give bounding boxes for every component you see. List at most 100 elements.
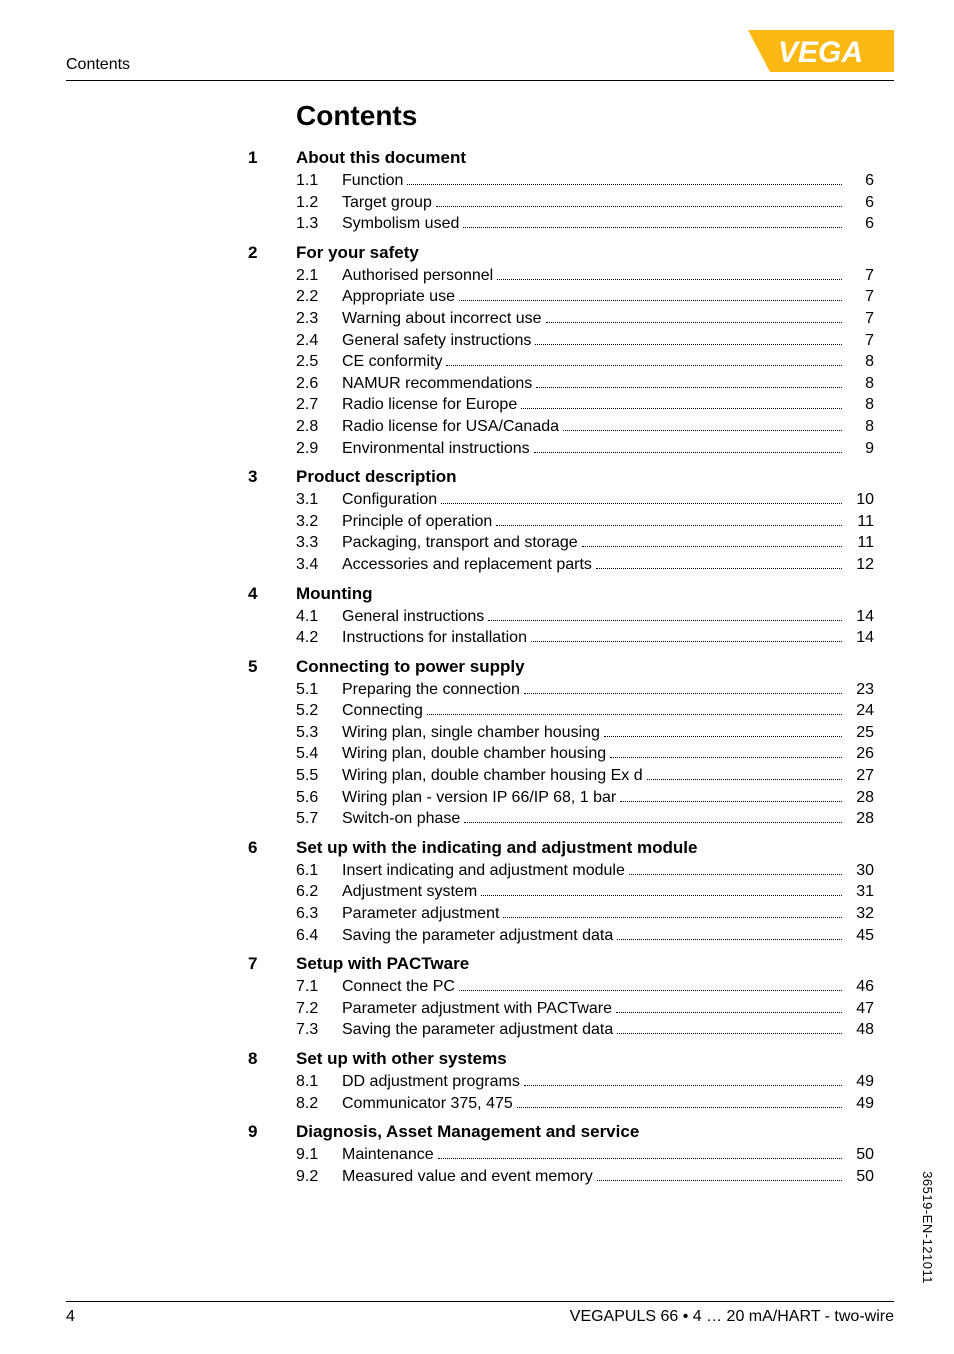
toc-entry-title: Principle of operation xyxy=(342,511,492,533)
toc-leader xyxy=(597,1168,842,1181)
toc-entry: 2.5CE conformity 8 xyxy=(296,351,874,373)
toc-entry-title: Adjustment system xyxy=(342,881,477,903)
toc-entry-page: 7 xyxy=(846,330,874,352)
toc-entry-page: 49 xyxy=(846,1071,874,1093)
toc-entry: 4.2Instructions for installation14 xyxy=(296,627,874,649)
toc-leader xyxy=(427,702,842,715)
toc-entries: 4.1General instructions144.2Instructions… xyxy=(296,606,874,649)
toc-leader xyxy=(459,288,842,301)
toc-entry: 2.6NAMUR recommendations 8 xyxy=(296,373,874,395)
logo-text: VEGA xyxy=(778,36,863,69)
toc-entry-page: 6 xyxy=(846,170,874,192)
toc-entry-title: Parameter adjustment with PACTware xyxy=(342,998,612,1020)
toc-entry-title: Preparing the connection xyxy=(342,679,520,701)
toc-entry-page: 8 xyxy=(846,373,874,395)
toc-entry: 3.1Configuration10 xyxy=(296,489,874,511)
toc-entry: 5.7Switch-on phase28 xyxy=(296,808,874,830)
toc-section: 3Product description3.1Configuration103.… xyxy=(248,467,874,575)
toc-entry-page: 48 xyxy=(846,1019,874,1041)
toc-entry-title: Connect the PC xyxy=(342,976,455,998)
toc-entry-title: Target group xyxy=(342,192,432,214)
toc-entries: 5.1Preparing the connection235.2Connecti… xyxy=(296,679,874,830)
toc-entry-number: 3.2 xyxy=(296,511,342,533)
toc-section: 7Setup with PACTware7.1Connect the PC467… xyxy=(248,954,874,1041)
toc-section-number: 2 xyxy=(248,243,296,263)
toc-entry-title: Configuration xyxy=(342,489,437,511)
toc-entry-page: 8 xyxy=(846,416,874,438)
toc-entry-page: 30 xyxy=(846,860,874,882)
toc-section-number: 9 xyxy=(248,1122,296,1142)
toc-entry-number: 9.2 xyxy=(296,1166,342,1188)
toc-section-title: For your safety xyxy=(296,243,874,263)
table-of-contents: 1About this document1.1Function61.2Targe… xyxy=(248,148,874,1195)
toc-section-title: Setup with PACTware xyxy=(296,954,874,974)
toc-entry-page: 49 xyxy=(846,1093,874,1115)
toc-entry-page: 7 xyxy=(846,265,874,287)
toc-entry-title: Measured value and event memory xyxy=(342,1166,593,1188)
toc-entry-number: 7.1 xyxy=(296,976,342,998)
toc-entry-title: Saving the parameter adjustment data xyxy=(342,1019,613,1041)
toc-entry-number: 4.1 xyxy=(296,606,342,628)
toc-section-head: 6Set up with the indicating and adjustme… xyxy=(248,838,874,858)
toc-leader xyxy=(535,332,842,345)
toc-entry: 3.2Principle of operation11 xyxy=(296,511,874,533)
toc-entry-page: 45 xyxy=(846,925,874,947)
toc-entry-title: General safety instructions xyxy=(342,330,531,352)
toc-section-head: 5Connecting to power supply xyxy=(248,657,874,677)
toc-entry-page: 23 xyxy=(846,679,874,701)
toc-entry: 2.1Authorised personnel7 xyxy=(296,265,874,287)
toc-entry-page: 8 xyxy=(846,351,874,373)
toc-entry-title: CE conformity xyxy=(342,351,442,373)
bottom-rule xyxy=(66,1301,894,1302)
toc-entry: 1.1Function6 xyxy=(296,170,874,192)
toc-leader xyxy=(436,194,842,207)
toc-entry: 5.1Preparing the connection23 xyxy=(296,679,874,701)
toc-entry-title: Accessories and replacement parts xyxy=(342,554,592,576)
toc-section: 6Set up with the indicating and adjustme… xyxy=(248,838,874,946)
toc-entry-number: 2.6 xyxy=(296,373,342,395)
toc-entry-page: 8 xyxy=(846,394,874,416)
toc-leader xyxy=(629,862,842,875)
toc-section-number: 7 xyxy=(248,954,296,974)
toc-leader xyxy=(620,789,842,802)
toc-entry-title: Wiring plan, double chamber housing xyxy=(342,743,606,765)
toc-entry: 6.4Saving the parameter adjustment data4… xyxy=(296,925,874,947)
toc-entry: 3.4Accessories and replacement parts12 xyxy=(296,554,874,576)
toc-entry-page: 10 xyxy=(846,489,874,511)
running-head: Contents xyxy=(66,56,130,74)
toc-leader xyxy=(459,978,842,991)
toc-entry: 9.1Maintenance50 xyxy=(296,1144,874,1166)
toc-leader xyxy=(446,353,842,366)
toc-leader xyxy=(497,267,842,280)
toc-entry-number: 3.3 xyxy=(296,532,342,554)
toc-leader xyxy=(617,1021,842,1034)
toc-leader xyxy=(407,172,842,185)
toc-entry-number: 2.5 xyxy=(296,351,342,373)
toc-entry: 2.7Radio license for Europe8 xyxy=(296,394,874,416)
toc-entry-number: 6.1 xyxy=(296,860,342,882)
toc-section: 8Set up with other systems8.1DD adjustme… xyxy=(248,1049,874,1114)
toc-entry-number: 5.4 xyxy=(296,743,342,765)
toc-entry: 8.2Communicator 375, 47549 xyxy=(296,1093,874,1115)
toc-section-number: 1 xyxy=(248,148,296,168)
toc-entry: 6.2Adjustment system31 xyxy=(296,881,874,903)
toc-entries: 2.1Authorised personnel72.2Appropriate u… xyxy=(296,265,874,459)
toc-entry: 6.3Parameter adjustment32 xyxy=(296,903,874,925)
toc-leader xyxy=(536,375,842,388)
toc-entry: 7.3Saving the parameter adjustment data4… xyxy=(296,1019,874,1041)
toc-entry-title: Saving the parameter adjustment data xyxy=(342,925,613,947)
toc-entry-page: 7 xyxy=(846,286,874,308)
toc-leader xyxy=(604,724,842,737)
toc-leader xyxy=(496,513,842,526)
toc-entry-title: NAMUR recommendations xyxy=(342,373,532,395)
toc-leader xyxy=(438,1146,842,1159)
toc-entry-number: 6.2 xyxy=(296,881,342,903)
toc-entry-number: 3.4 xyxy=(296,554,342,576)
toc-entry-number: 2.7 xyxy=(296,394,342,416)
toc-entry: 4.1General instructions14 xyxy=(296,606,874,628)
toc-leader xyxy=(464,810,842,823)
toc-entries: 7.1Connect the PC467.2Parameter adjustme… xyxy=(296,976,874,1041)
toc-entry-number: 8.2 xyxy=(296,1093,342,1115)
toc-entry-title: Wiring plan, single chamber housing xyxy=(342,722,600,744)
toc-entry: 5.4Wiring plan, double chamber housing26 xyxy=(296,743,874,765)
